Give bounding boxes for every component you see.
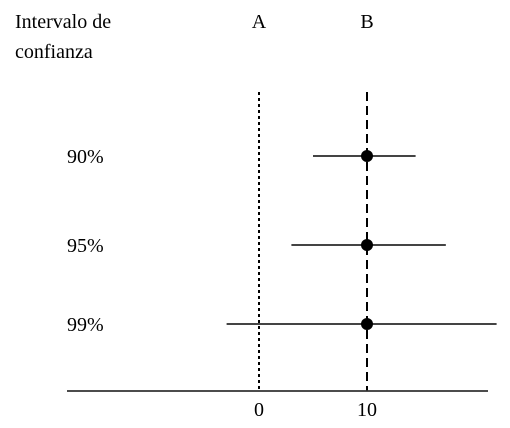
x-tick-label-0: 0 <box>254 399 264 421</box>
point-estimate-90 <box>361 150 373 162</box>
y-header-line-1: Intervalo de <box>15 11 111 33</box>
x-tick-labels: 0 10 <box>254 399 377 421</box>
row-label-90: 90% <box>67 146 104 168</box>
interval-rows: 90% 95% 99% <box>67 146 497 336</box>
reference-label-a: A <box>252 11 267 33</box>
point-estimate-99 <box>361 318 373 330</box>
point-estimate-95 <box>361 239 373 251</box>
y-header-line-2: confianza <box>15 41 93 63</box>
row-label-95: 95% <box>67 235 104 257</box>
row-label-99: 99% <box>67 314 104 336</box>
reference-label-b: B <box>360 11 373 33</box>
x-tick-label-10: 10 <box>357 399 377 421</box>
